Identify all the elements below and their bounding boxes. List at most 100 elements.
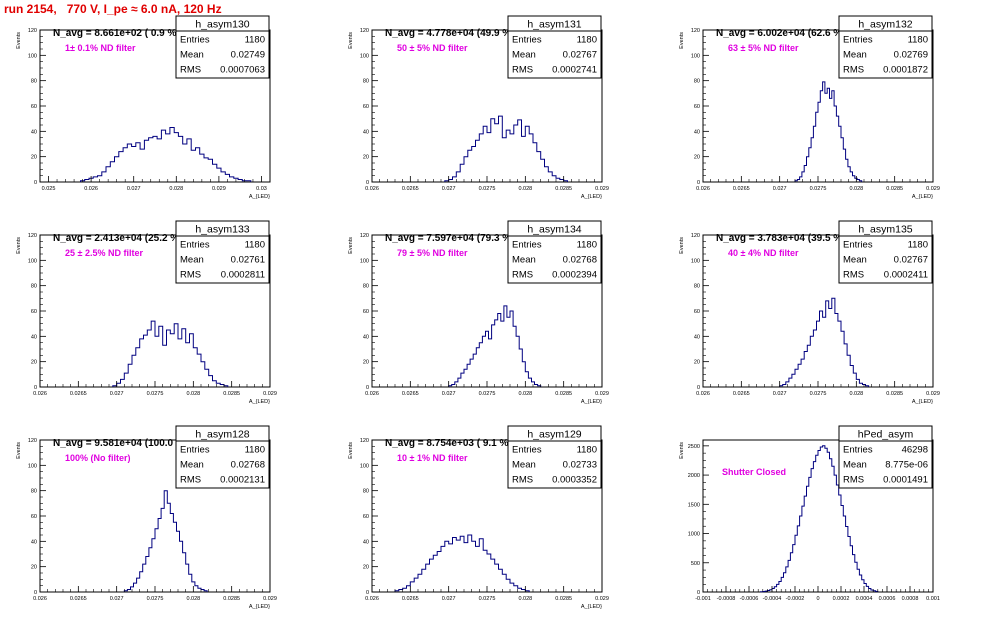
x-tick-label: 0.0275 [147,391,164,397]
stats-key: Entries [180,445,210,456]
x-tick-label: 0.027 [110,596,124,602]
run-title: run 2154, 770 V, I_pe ≈ 6.0 nA, 120 Hz [4,2,222,16]
y-tick-label: 80 [363,284,369,290]
stats-key: RMS [843,475,864,486]
x-tick-label: 0.027 [127,186,141,192]
stats-box [838,425,933,489]
y-tick-label: 40 [363,129,369,135]
histogram-line [794,81,863,182]
x-axis-title: A_{LED} [581,604,602,610]
x-tick-label: 0.029 [926,186,940,192]
x-tick-label: 0.0275 [479,186,496,192]
histogram-title: h_asym131 [527,19,581,31]
stats-key: Entries [512,445,542,456]
x-tick-label: 0.028 [849,186,863,192]
x-tick-label: 0.0275 [479,596,496,602]
y-tick-label: 80 [31,489,37,495]
x-tick-label: 0.029 [595,391,609,397]
x-tick-label: 0.0285 [555,596,572,602]
stats-box [507,425,602,489]
stats-key: Mean [512,255,536,266]
y-tick-label: 80 [694,79,700,85]
histogram-title: h_asym135 [858,224,912,236]
stats-key: Entries [512,35,542,46]
stats-value: 46298 [902,445,928,456]
x-tick-label: 0.027 [442,391,456,397]
y-tick-label: 500 [691,561,700,567]
stats-value: 0.0002131 [220,475,265,486]
y-axis-title: Events [679,237,685,254]
x-tick-label: 0.03 [256,186,267,192]
histogram-title: h_asym129 [527,429,581,441]
y-tick-label: 1500 [688,502,700,508]
histogram-line [123,490,208,592]
x-tick-label: 0.028 [518,391,532,397]
y-tick-label: 0 [34,590,37,596]
x-tick-label: 0.0265 [402,186,419,192]
navg-label: N_avg = 7.597e+04 (79.3 %) [385,233,515,244]
y-tick-label: 80 [363,489,369,495]
y-tick-label: 2500 [688,444,700,450]
stats-value: 0.0001872 [883,65,928,76]
stats-key: Entries [512,240,542,251]
y-tick-label: 40 [31,334,37,340]
y-tick-label: 120 [360,28,369,34]
stats-key: Mean [512,50,536,61]
y-axis-title: Events [679,442,685,459]
x-tick-label: 0.0002 [833,596,850,602]
y-tick-label: 60 [31,514,37,520]
y-tick-label: 20 [694,360,700,366]
stats-key: Entries [843,35,873,46]
x-tick-label: 0 [816,596,819,602]
stats-key: Entries [843,240,873,251]
y-tick-label: 60 [363,104,369,110]
y-tick-label: 20 [363,565,369,571]
x-tick-label: 0.0265 [70,391,87,397]
x-tick-label: 0.029 [212,186,226,192]
histogram-line [112,320,229,387]
stats-box [838,15,933,79]
stats-box [175,425,270,489]
y-tick-label: 2000 [688,473,700,479]
stats-key: Entries [843,445,873,456]
navg-label: N_avg = 4.778e+04 (49.9 %) [385,28,515,39]
y-tick-label: 60 [694,309,700,315]
stats-value: 1180 [908,240,928,251]
histogram-line [444,115,568,182]
stats-key: RMS [512,65,533,76]
histogram-line [80,127,252,182]
y-tick-label: 40 [694,129,700,135]
y-tick-label: 20 [363,360,369,366]
x-tick-label: 0.028 [169,186,183,192]
x-tick-label: -0.0002 [786,596,805,602]
y-axis-title: Events [348,442,354,459]
filter-note: 40 ± 4% ND filter [728,248,799,258]
y-tick-label: 40 [363,539,369,545]
x-tick-label: 0.0275 [147,596,164,602]
x-tick-label: 0.0265 [402,391,419,397]
y-tick-label: 120 [360,233,369,239]
histogram-title: h_asym128 [195,429,249,441]
filter-note: Shutter Closed [722,467,786,477]
x-tick-label: 0.0004 [856,596,873,602]
filter-note: 25 ± 2.5% ND filter [65,248,143,258]
histogram-panel: 0 20 40 60 80 100 120 0.026 0.0265 0.027 0.0275 0.0… [348,220,609,405]
x-tick-label: 0.026 [696,186,710,192]
x-tick-label: 0.0275 [810,186,827,192]
x-tick-label: 0.026 [84,186,98,192]
y-tick-label: 100 [28,53,37,59]
y-tick-label: 120 [28,233,37,239]
histogram-title: h_asym132 [858,19,912,31]
histogram-line [394,534,530,592]
x-tick-label: 0.0275 [810,391,827,397]
y-tick-label: 0 [697,180,700,186]
x-tick-label: 0.0285 [223,596,240,602]
y-tick-label: 20 [694,155,700,161]
histogram-title: h_asym133 [195,224,249,236]
y-tick-label: 120 [28,438,37,444]
stats-value: 0.0002741 [552,65,597,76]
x-axis-title: A_{LED} [249,399,270,405]
y-tick-label: 60 [31,309,37,315]
y-axis-title: Events [348,32,354,49]
x-tick-label: 0.0275 [479,391,496,397]
